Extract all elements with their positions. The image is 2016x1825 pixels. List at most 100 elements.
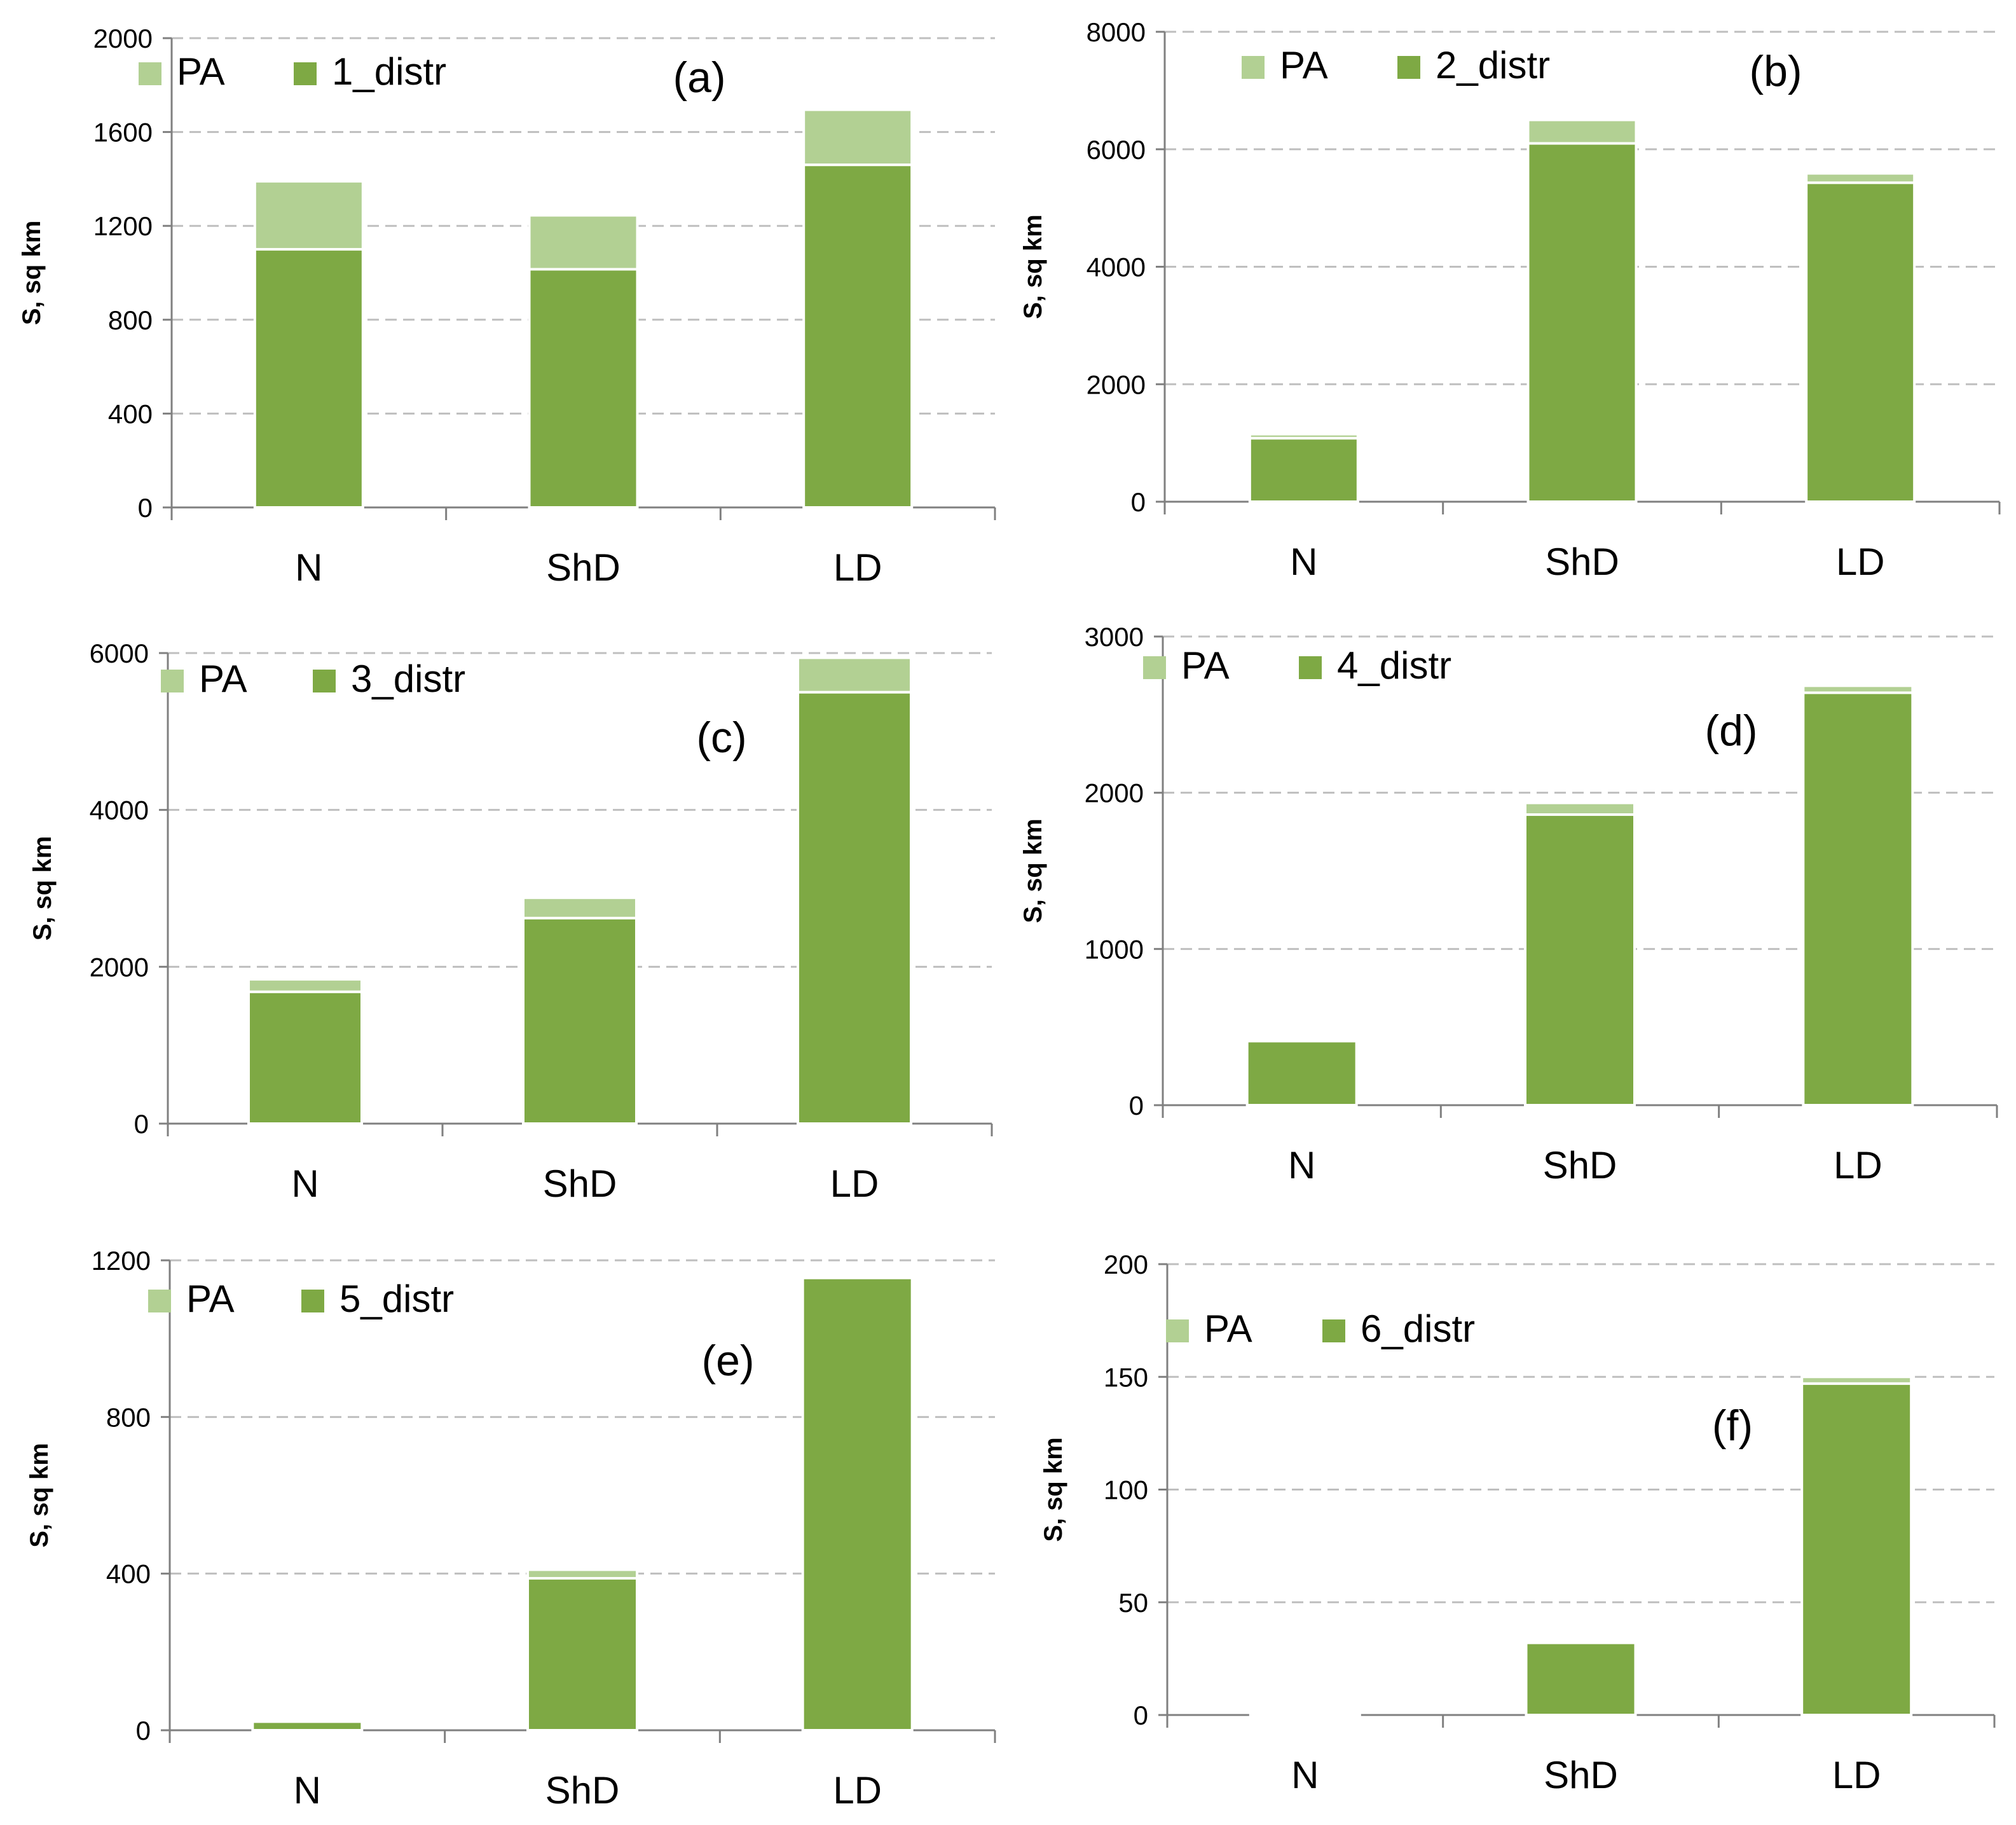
bar-pa-ShD[interactable] — [526, 1568, 638, 1580]
x-category-label: ShD — [546, 546, 621, 589]
y-tick-label: 400 — [106, 1559, 151, 1589]
legend-label-distr: 2_distr — [1436, 44, 1550, 86]
y-tick-label: 200 — [1104, 1250, 1148, 1279]
legend-label-distr: 3_distr — [351, 658, 465, 700]
y-tick-label: 3000 — [1085, 622, 1144, 652]
y-tick-label: 6000 — [1087, 135, 1146, 165]
y-tick-label: 6000 — [90, 638, 149, 668]
y-tick-label: 4000 — [90, 795, 149, 825]
bar-distr-ShD[interactable] — [528, 268, 639, 509]
y-tick-label: 2000 — [1087, 369, 1146, 399]
bar-distr-LD[interactable] — [1800, 1382, 1913, 1716]
x-category-label: LD — [1834, 1144, 1882, 1187]
legend-swatch-distr — [1322, 1319, 1345, 1342]
panel-label: (f) — [1712, 1401, 1753, 1450]
chart-panel-d: 0 1000 2000 3000 N ShD LD S, sq km PA 4_distr (d) — [1019, 622, 1998, 1187]
y-tick-label: 0 — [134, 1109, 149, 1139]
bar-distr-N[interactable] — [1249, 1711, 1361, 1717]
bar-distr-N[interactable] — [247, 990, 363, 1126]
y-tick-label: 400 — [108, 399, 153, 429]
bar-distr-LD[interactable] — [801, 1276, 914, 1732]
x-category-label: N — [294, 1769, 321, 1812]
y-tick-label: 0 — [136, 1716, 151, 1746]
y-tick-label: 2000 — [93, 24, 153, 53]
y-tick-label: 50 — [1118, 1588, 1148, 1618]
bar-pa-ShD[interactable] — [522, 896, 638, 919]
bar-pa-LD[interactable] — [802, 108, 914, 167]
x-category-label: LD — [833, 1769, 882, 1812]
chart-panel-a: 0 400 800 1200 1600 2000 N ShD LD S, sq km PA 1_dis… — [18, 24, 996, 589]
bar-distr-LD[interactable] — [1802, 691, 1914, 1106]
bar-distr-ShD[interactable] — [522, 916, 638, 1126]
legend-swatch-pa — [139, 62, 161, 85]
legend-label-pa: PA — [1181, 644, 1230, 687]
y-tick-label: 8000 — [1087, 17, 1146, 47]
y-tick-label: 2000 — [1085, 778, 1144, 808]
panel-label: (e) — [701, 1337, 754, 1385]
chart-panel-c: 0 2000 4000 6000 N ShD LD S, sq km PA 3_distr (c) — [29, 638, 993, 1205]
legend-swatch-pa — [1166, 1319, 1189, 1342]
x-category-label: ShD — [1545, 541, 1619, 583]
bar-distr-ShD[interactable] — [526, 1577, 638, 1732]
legend-swatch-distr — [294, 62, 317, 85]
y-axis-label: S, sq km — [1019, 818, 1047, 923]
bar-pa-ShD[interactable] — [1524, 801, 1636, 816]
bar-pa-LD[interactable] — [797, 656, 912, 694]
x-category-label: ShD — [1544, 1754, 1618, 1796]
x-category-label: N — [291, 1162, 319, 1205]
x-category-label: N — [1291, 1754, 1319, 1796]
panel-label: (c) — [696, 713, 746, 762]
legend-label-pa: PA — [177, 50, 225, 93]
x-category-label: LD — [1832, 1754, 1881, 1796]
y-tick-label: 2000 — [90, 952, 149, 982]
y-axis-label: S, sq km — [18, 221, 46, 326]
bar-distr-LD[interactable] — [802, 163, 914, 509]
bar-pa-N[interactable] — [247, 978, 363, 993]
bar-pa-LD[interactable] — [1805, 172, 1916, 184]
y-tick-label: 0 — [1131, 487, 1146, 517]
y-tick-label: 1200 — [93, 211, 153, 241]
bar-pa-ShD[interactable] — [528, 214, 639, 271]
bar-distr-ShD[interactable] — [1526, 142, 1638, 503]
legend-swatch-pa — [1143, 656, 1166, 679]
x-category-label: LD — [833, 546, 882, 589]
bar-distr-N[interactable] — [253, 248, 364, 509]
x-category-label: N — [1288, 1144, 1315, 1187]
bar-pa-N[interactable] — [253, 180, 364, 251]
y-tick-label: 4000 — [1087, 252, 1146, 282]
y-axis-label: S, sq km — [1039, 1437, 1067, 1542]
legend-label-pa: PA — [1204, 1307, 1252, 1350]
chart-panel-f: 0 50 100 150 200 N ShD LD S, sq km PA 6_distr (f) — [1039, 1250, 1996, 1796]
y-tick-label: 100 — [1104, 1475, 1148, 1505]
x-category-label: N — [295, 546, 322, 589]
legend-label-distr: 5_distr — [339, 1278, 454, 1320]
legend-swatch-distr — [1397, 56, 1420, 79]
panel-label: (a) — [673, 53, 725, 102]
bar-distr-N[interactable] — [251, 1720, 364, 1732]
y-tick-label: 0 — [138, 493, 153, 523]
chart-panel-b: 0 2000 4000 6000 8000 N ShD LD S, sq km PA 2_distr… — [1019, 17, 2001, 583]
y-tick-label: 1200 — [92, 1246, 151, 1276]
y-tick-label: 1600 — [93, 118, 153, 148]
y-axis-label: S, sq km — [29, 836, 57, 941]
bar-distr-ShD[interactable] — [1524, 813, 1636, 1107]
y-tick-label: 800 — [108, 305, 153, 335]
bar-distr-LD[interactable] — [1805, 181, 1916, 503]
panel-label: (d) — [1704, 706, 1757, 755]
legend-label-distr: 1_distr — [332, 50, 446, 93]
bar-pa-ShD[interactable] — [1526, 118, 1638, 145]
bar-distr-ShD[interactable] — [1525, 1641, 1637, 1717]
y-tick-label: 800 — [106, 1402, 151, 1432]
legend-swatch-distr — [313, 670, 336, 692]
y-axis-label: S, sq km — [25, 1443, 53, 1548]
bar-distr-N[interactable] — [1248, 437, 1359, 503]
bar-distr-N[interactable] — [1245, 1040, 1358, 1106]
x-category-label: ShD — [545, 1769, 620, 1812]
legend-label-pa: PA — [199, 658, 247, 700]
y-tick-label: 150 — [1104, 1362, 1148, 1392]
y-tick-label: 0 — [1134, 1700, 1148, 1730]
bar-distr-LD[interactable] — [797, 691, 912, 1125]
chart-panel-e: 0 400 800 1200 N ShD LD S, sq km PA 5_distr (e) — [25, 1246, 996, 1812]
y-tick-label: 0 — [1129, 1091, 1144, 1120]
